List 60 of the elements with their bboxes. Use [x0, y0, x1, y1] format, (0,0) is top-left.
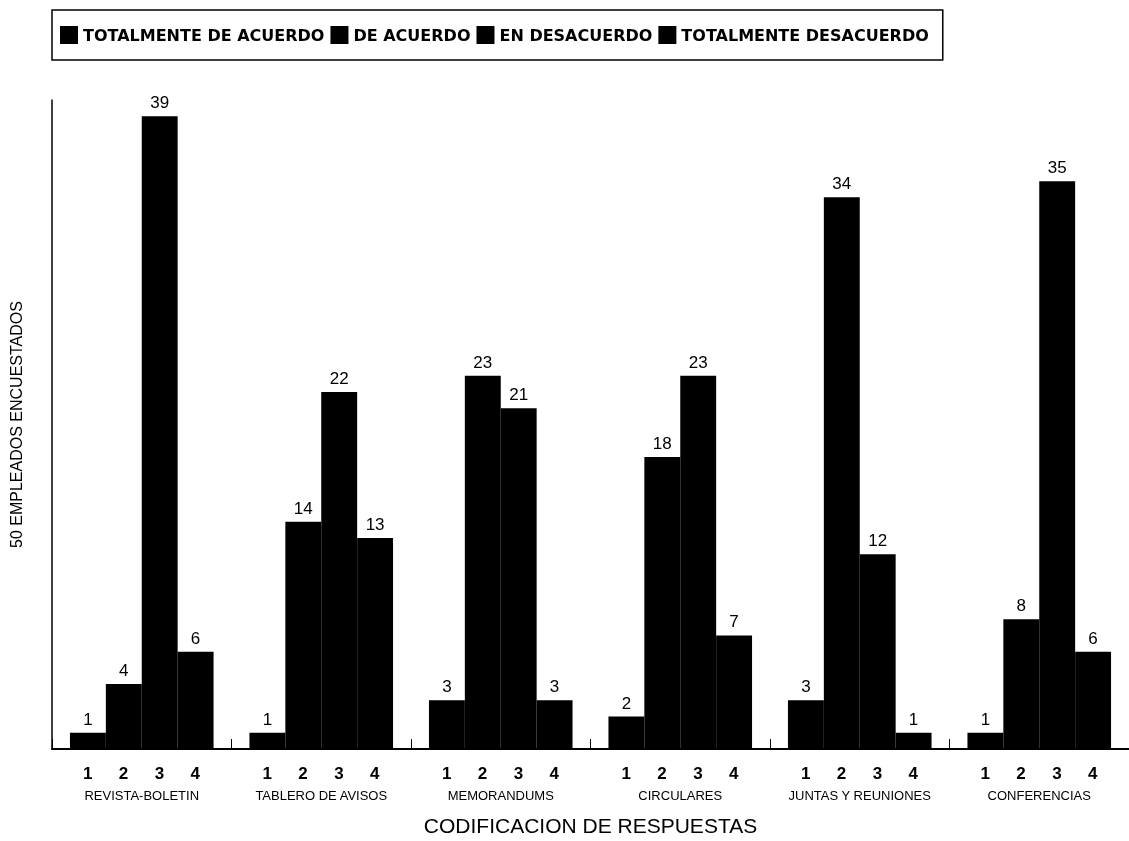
- annotation: 1: [83, 709, 93, 729]
- text: 4: [1088, 764, 1098, 783]
- text: 2: [1016, 764, 1026, 783]
- text: 4: [908, 764, 919, 783]
- legend-label: EN DESACUERDO: [499, 25, 653, 45]
- legend-label: DE ACUERDO: [353, 25, 471, 45]
- x-tick-label: CIRCULARES: [638, 788, 723, 803]
- y-axis-title: 50 EMPLEADOS ENCUESTADOS: [7, 301, 25, 548]
- data-label: 23: [688, 352, 708, 372]
- text: 4: [549, 764, 560, 783]
- data-label: 23: [473, 352, 493, 372]
- data-label: 34: [832, 174, 852, 194]
- annotation: 3: [442, 677, 452, 697]
- data-label: 13: [365, 515, 385, 535]
- legend-label: TOTALMENTE DE ACUERDO: [83, 25, 325, 45]
- text: 1: [262, 709, 273, 729]
- data-label: 18: [652, 433, 672, 453]
- text: 4: [370, 764, 380, 783]
- data-label: 3: [513, 764, 524, 783]
- data-label: 35: [1047, 158, 1067, 178]
- data-label: 1: [980, 764, 990, 783]
- x-tick-label: REVISTA-BOLETIN: [84, 788, 200, 803]
- data-label: 22: [329, 369, 349, 389]
- data-label: 12: [868, 531, 888, 551]
- data-label: 39: [150, 93, 170, 113]
- data-label: 8: [1016, 596, 1027, 616]
- text: 1: [800, 764, 811, 783]
- text: 3: [801, 677, 811, 697]
- text: 2: [118, 764, 129, 783]
- text: 3: [693, 764, 703, 783]
- legend-label: TOTALMENTE DESACUERDO: [681, 25, 929, 45]
- data-label: 1: [262, 764, 272, 783]
- data-label: 6: [1088, 628, 1098, 648]
- data-label: 1: [82, 764, 93, 783]
- x-tick-label: MEMORANDUMS: [447, 788, 555, 803]
- data-label: 2: [657, 764, 667, 783]
- text: 1: [980, 709, 991, 729]
- text: 3: [154, 764, 165, 783]
- text: 3: [334, 764, 344, 783]
- data-label: 3: [549, 677, 560, 697]
- x-axis-title: CODIFICACION DE RESPUESTAS: [423, 814, 758, 837]
- text: 2: [836, 764, 847, 783]
- text: 2: [477, 764, 488, 783]
- data-label: 1: [908, 709, 919, 729]
- text: 4: [729, 764, 739, 783]
- x-tick-label: CONFERENCIAS: [987, 788, 1092, 803]
- data-label: 6: [190, 628, 201, 648]
- text: 4: [190, 764, 201, 783]
- annotation: 2: [621, 693, 632, 713]
- data-label: 21: [509, 385, 529, 405]
- data-label: 3: [872, 764, 883, 783]
- data-label: 7: [729, 612, 739, 632]
- x-tick-label: JUNTAS Y REUNIONES: [788, 788, 932, 803]
- text: 2: [298, 764, 308, 783]
- data-label: 14: [293, 498, 313, 518]
- text: 1: [621, 764, 631, 783]
- x-tick-label: TABLERO DE AVISOS: [255, 788, 388, 803]
- text: 1: [441, 764, 452, 783]
- data-label: 4: [119, 661, 129, 681]
- text: 3: [1052, 764, 1062, 783]
